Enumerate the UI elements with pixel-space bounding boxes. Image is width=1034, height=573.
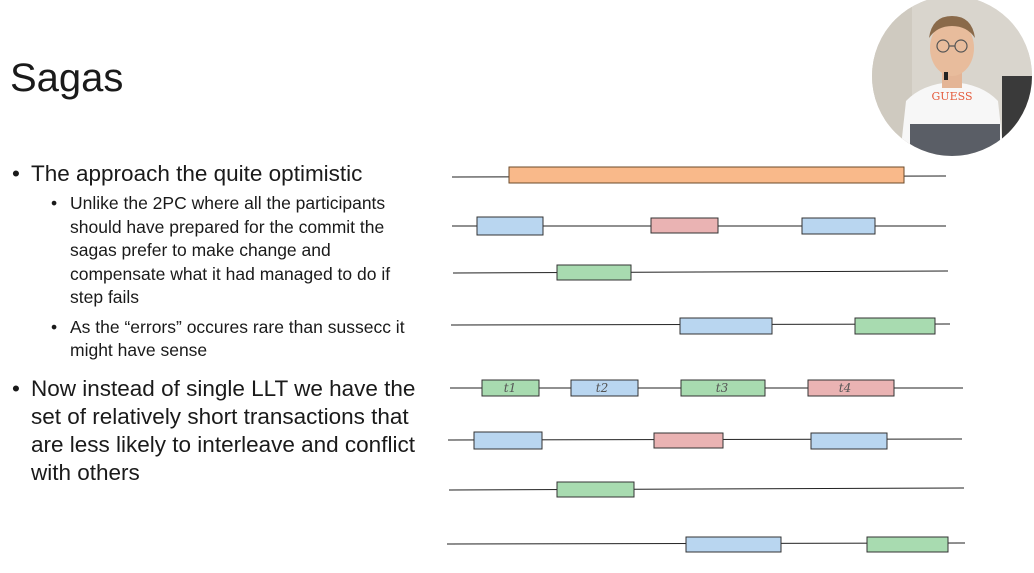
transaction-bar-red — [650, 217, 719, 234]
transaction-bar-green — [556, 481, 635, 498]
transaction-bar-green — [556, 264, 632, 281]
transaction-bar-blue — [679, 317, 773, 335]
transaction-bar-t3 — [680, 379, 766, 397]
timeline-row-8 — [446, 536, 966, 553]
label-t3: t3 — [716, 381, 729, 395]
timeline-row-3 — [452, 264, 949, 281]
bullet-1: The approach the quite optimistic — [12, 160, 422, 188]
timeline-row-5: t1 t2 t3 t4 — [450, 379, 963, 397]
transaction-bar-blue — [685, 536, 782, 553]
timeline-row-7 — [448, 481, 965, 498]
presenter-avatar: GUESS — [872, 0, 1032, 156]
bullet-list: The approach the quite optimistic Unlike… — [12, 160, 422, 491]
transaction-bar-t4 — [807, 379, 895, 397]
transaction-bar-blue — [473, 431, 543, 450]
timeline-row-6 — [447, 431, 963, 450]
transaction-bar-t2 — [570, 379, 639, 397]
timeline-row-4 — [450, 317, 951, 335]
transaction-bar-red — [653, 432, 724, 449]
timeline-row-2 — [452, 216, 946, 236]
label-t4: t4 — [839, 381, 851, 395]
long-transaction-bar — [508, 166, 905, 184]
slide-title: Sagas — [10, 56, 124, 100]
transaction-bar-blue — [476, 216, 544, 236]
transaction-bar-green — [854, 317, 936, 335]
presenter-webcam: GUESS — [872, 0, 1032, 156]
transaction-bar-blue — [810, 432, 888, 450]
bullet-2: Now instead of single LLT we have the se… — [12, 375, 422, 487]
transaction-bar-blue — [801, 217, 876, 235]
label-t2: t2 — [596, 381, 608, 395]
sub-bullet-1: Unlike the 2PC where all the participant… — [51, 192, 422, 310]
label-t1: t1 — [504, 381, 516, 395]
timeline-row-1 — [451, 166, 947, 184]
transaction-bar-t1 — [481, 379, 540, 397]
transaction-bar-green — [866, 536, 949, 553]
shirt-logo: GUESS — [932, 90, 973, 103]
transactions-diagram: t1 t2 t3 t4 — [446, 166, 966, 553]
sub-bullet-2: As the “errors” occures rare than sussec… — [51, 316, 422, 363]
